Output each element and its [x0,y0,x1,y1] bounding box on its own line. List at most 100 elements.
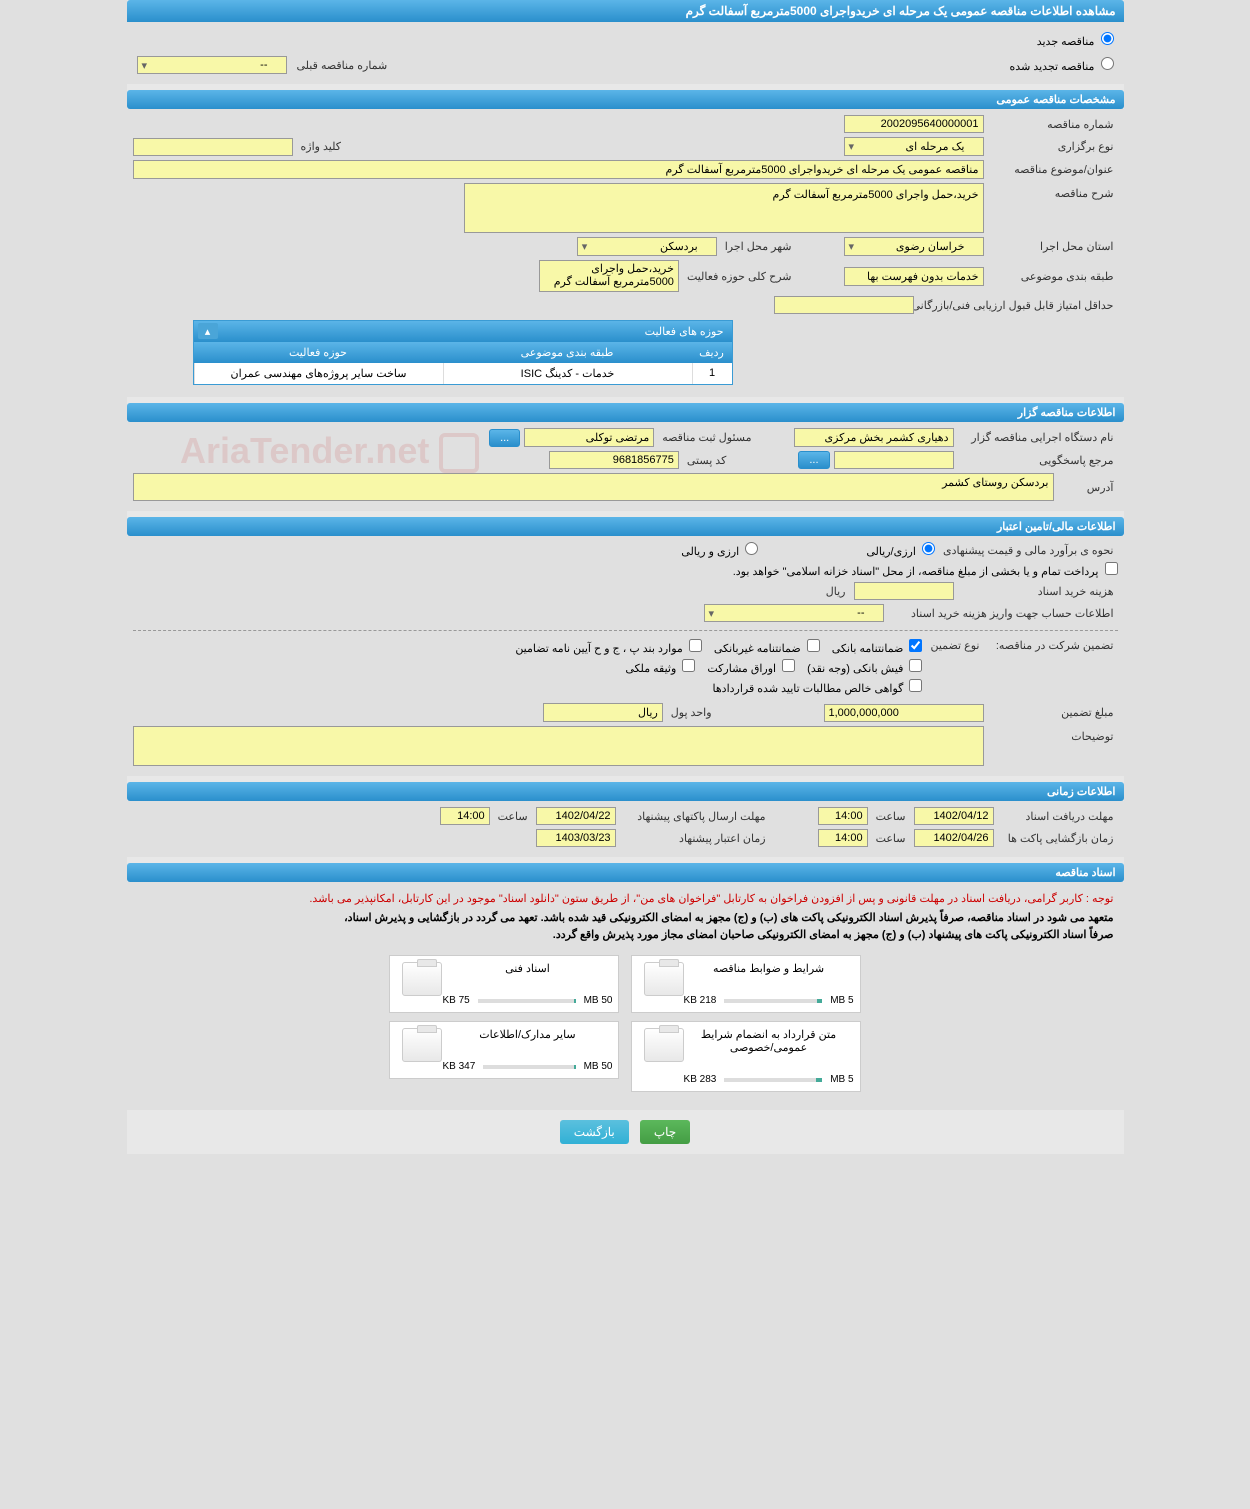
guarantee-type-label: نوع تضمین [926,639,983,652]
province-dropdown[interactable]: خراسان رضوی [844,237,984,256]
address-label: آدرس [1058,481,1118,494]
file-panel: اسناد فنی 50 MB 75 KB [389,955,619,1013]
doc-cost-field[interactable] [854,582,954,600]
registrar-label: مسئول ثبت مناقصه [658,431,755,444]
progress-bar [724,999,822,1003]
notes-label: توضیحات [988,726,1118,743]
keyword-field[interactable] [133,138,293,156]
radio-renewed-tender[interactable]: مناقصه تجدید شده [1010,57,1114,73]
check-property[interactable]: وثیقه ملکی [625,659,695,675]
submit-time: 14:00 [440,807,490,825]
doc-warning: توجه : کاربر گرامی، دریافت اسناد در مهلت… [133,888,1118,909]
guarantee-label: تضمین شرکت در مناقصه: [988,639,1118,652]
type-label: نوع برگزاری [988,140,1118,153]
file-max: 5 MB [830,1074,853,1085]
time-label-1: ساعت [872,810,910,823]
more-button-2[interactable]: ... [798,451,829,469]
collapse-icon[interactable]: ▴ [198,323,218,339]
payment-note-check[interactable]: پرداخت تمام و یا بخشی از مبلغ مناقصه، از… [733,562,1118,578]
doc-cost-label: هزینه خرید اسناد [958,585,1118,598]
account-label: اطلاعات حساب جهت واریز هزینه خرید اسناد [888,607,1118,620]
folder-icon[interactable] [644,1028,684,1062]
receive-deadline-label: مهلت دریافت اسناد [998,810,1118,823]
subject-label: عنوان/موضوع مناقصه [988,163,1118,176]
file-title: متن قرارداد به انضمام شرایط عمومی/خصوصی [684,1028,854,1054]
address-field: بردسکن روستای کشمر [133,473,1054,501]
min-score-field[interactable] [774,296,914,314]
contact-label: مرجع پاسخگویی [958,454,1118,467]
opening-time: 14:00 [818,829,868,847]
prev-tender-dropdown[interactable]: -- [137,56,287,74]
org-label: نام دستگاه اجرایی مناقصه گزار [958,431,1118,444]
contact-field[interactable] [834,451,954,469]
file-size: 75 KB [442,995,469,1006]
opening-date: 1402/04/26 [914,829,994,847]
print-button[interactable]: چاپ [640,1120,690,1144]
col-activity-header: حوزه فعالیت [194,342,443,363]
guarantee-amount-field: 1,000,000,000 [824,704,984,722]
check-regulation[interactable]: موارد بند پ ، ج و ح آیین نامه تضامین [515,639,702,655]
city-label: شهر محل اجرا [721,240,796,253]
radio-rial[interactable]: ارزی/ریالی [866,542,935,558]
city-dropdown[interactable]: بردسکن [577,237,717,256]
section-documents: اسناد مناقصه [127,863,1124,882]
row-category: خدمات - کدینگ ISIC [443,363,692,384]
subject-field: مناقصه عمومی یک مرحله ای خریدواجرای 5000… [133,160,984,179]
time-label-3: ساعت [872,832,910,845]
currency-unit-field: ریال [543,703,663,722]
min-score-label: حداقل امتیاز قابل قبول ارزیابی فنی/بازرگ… [918,299,1118,312]
folder-icon[interactable] [644,962,684,996]
check-bonds[interactable]: اوراق مشارکت [707,659,795,675]
file-size: 347 KB [442,1061,475,1072]
org-field: دهیاری کشمر بخش مرکزی [794,428,954,447]
radio-new-tender[interactable]: مناقصه جدید [1037,32,1114,48]
receive-time: 14:00 [818,807,868,825]
time-label-2: ساعت [494,810,532,823]
file-title: سایر مدارک/اطلاعات [442,1028,612,1041]
account-dropdown[interactable]: -- [704,604,884,622]
section-timing: اطلاعات زمانی [127,782,1124,801]
postal-field: 9681856775 [549,451,679,469]
desc-field[interactable]: خرید،حمل واجرای 5000مترمربع آسفالت گرم [464,183,984,233]
tender-no-label: شماره مناقصه [988,118,1118,131]
file-max: 5 MB [830,995,853,1006]
check-nonbank[interactable]: ضمانتنامه غیربانکی [714,639,820,655]
keyword-label: کلید واژه [297,140,345,153]
check-bank[interactable]: ضمانتنامه بانکی [832,639,923,655]
col-num-header: ردیف [692,342,732,363]
progress-bar [724,1078,822,1082]
tender-no-field: 2002095640000001 [844,115,984,133]
registrar-field: مرتضی توکلی [524,428,654,447]
more-button-1[interactable]: ... [489,429,520,447]
folder-icon[interactable] [402,1028,442,1062]
notes-field[interactable] [133,726,984,766]
category-label: طبقه بندی موضوعی [988,270,1118,283]
check-cash[interactable]: فیش بانکی (وجه نقد) [807,659,922,675]
file-title: اسناد فنی [442,962,612,975]
submit-date: 1402/04/22 [536,807,616,825]
file-panel: متن قرارداد به انضمام شرایط عمومی/خصوصی … [631,1021,861,1092]
progress-bar [478,999,576,1003]
folder-icon[interactable] [402,962,442,996]
activity-desc-label: شرح کلی حوزه فعالیت [683,270,796,283]
file-size: 283 KB [684,1074,717,1085]
type-dropdown[interactable]: یک مرحله ای [844,137,984,156]
activity-table: ▴ حوزه های فعالیت ردیف طبقه بندی موضوعی … [193,320,733,385]
file-size: 218 KB [684,995,717,1006]
file-max: 50 MB [584,1061,613,1072]
province-label: استان محل اجرا [988,240,1118,253]
back-button[interactable]: بازگشت [560,1120,629,1144]
activity-table-title: حوزه های فعالیت [194,321,732,342]
radio-renewed-label: مناقصه تجدید شده [1010,61,1095,73]
check-certificate[interactable]: گواهی خالص مطالبات تایید شده قراردادها [713,679,923,695]
desc-label: شرح مناقصه [988,183,1118,200]
progress-bar [483,1065,575,1069]
receive-date: 1402/04/12 [914,807,994,825]
section-holder: اطلاعات مناقصه گزار [127,403,1124,422]
radio-foreign[interactable]: ارزی و ریالی [681,542,758,558]
submit-deadline-label: مهلت ارسال پاکتهای پیشنهاد [620,810,770,823]
estimate-label: نحوه ی برآورد مالی و قیمت پیشنهادی [939,544,1118,557]
opening-label: زمان بازگشایی پاکت ها [998,832,1118,845]
category-field: خدمات بدون فهرست بها [844,267,984,286]
validity-label: زمان اعتبار پیشنهاد [620,832,770,845]
